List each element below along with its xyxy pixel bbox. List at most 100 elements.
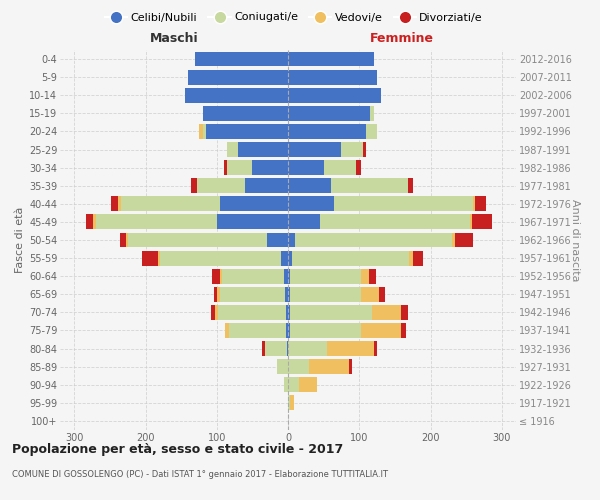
Bar [265, 341, 287, 356]
Y-axis label: Anni di nascita: Anni di nascita [570, 198, 580, 281]
Text: Femmine: Femmine [370, 32, 434, 44]
Bar [245, 178, 288, 193]
Bar [310, 359, 349, 374]
Bar [185, 88, 288, 102]
Bar [288, 341, 327, 356]
Bar [288, 70, 377, 84]
Bar [160, 250, 281, 266]
Bar [188, 70, 288, 84]
Bar [288, 378, 299, 392]
Bar [290, 287, 361, 302]
Bar [334, 196, 473, 211]
Bar [118, 196, 121, 211]
Bar [203, 106, 288, 121]
Bar [227, 142, 238, 157]
Text: Maschi: Maschi [149, 32, 199, 44]
Bar [288, 214, 320, 230]
Bar [290, 269, 361, 283]
Bar [368, 269, 376, 283]
Bar [220, 269, 222, 283]
Bar [191, 178, 197, 193]
Bar [120, 232, 125, 248]
Bar [281, 250, 288, 266]
Text: Popolazione per età, sesso e stato civile - 2017: Popolazione per età, sesso e stato civil… [12, 442, 343, 456]
Bar [224, 160, 227, 175]
Bar [220, 196, 288, 211]
Bar [361, 269, 368, 283]
Bar [284, 378, 288, 392]
Bar [472, 214, 492, 230]
Bar [197, 178, 245, 193]
Bar [299, 378, 317, 392]
Bar [196, 52, 288, 66]
Bar [203, 124, 206, 139]
Bar [214, 287, 217, 302]
Bar [86, 214, 94, 230]
Bar [288, 142, 341, 157]
Bar [331, 178, 408, 193]
Bar [292, 250, 409, 266]
Bar [288, 196, 334, 211]
Bar [361, 287, 379, 302]
Bar [220, 287, 285, 302]
Bar [408, 178, 413, 193]
Bar [320, 214, 470, 230]
Bar [286, 305, 288, 320]
Bar [288, 359, 310, 374]
Bar [290, 305, 372, 320]
Bar [217, 287, 220, 302]
Bar [158, 250, 160, 266]
Bar [288, 52, 373, 66]
Bar [212, 269, 220, 283]
Bar [288, 160, 323, 175]
Bar [94, 214, 95, 230]
Bar [121, 196, 220, 211]
Bar [288, 124, 367, 139]
Bar [373, 341, 377, 356]
Bar [128, 232, 266, 248]
Bar [218, 305, 286, 320]
Y-axis label: Fasce di età: Fasce di età [14, 207, 25, 273]
Bar [288, 287, 290, 302]
Bar [379, 287, 385, 302]
Bar [413, 250, 424, 266]
Bar [142, 250, 158, 266]
Bar [370, 106, 373, 121]
Bar [288, 88, 380, 102]
Bar [222, 269, 284, 283]
Bar [217, 214, 288, 230]
Bar [452, 232, 455, 248]
Bar [473, 196, 475, 211]
Bar [363, 142, 367, 157]
Bar [455, 232, 473, 248]
Bar [227, 160, 253, 175]
Bar [226, 323, 229, 338]
Bar [238, 142, 288, 157]
Bar [356, 160, 361, 175]
Bar [288, 396, 290, 410]
Bar [288, 106, 370, 121]
Bar [290, 323, 361, 338]
Bar [211, 305, 215, 320]
Bar [327, 341, 373, 356]
Legend: Celibi/Nubili, Coniugati/e, Vedovi/e, Divorziati/e: Celibi/Nubili, Coniugati/e, Vedovi/e, Di… [101, 8, 487, 27]
Bar [206, 124, 288, 139]
Bar [372, 305, 401, 320]
Bar [253, 160, 288, 175]
Bar [287, 341, 288, 356]
Bar [288, 305, 290, 320]
Bar [111, 196, 118, 211]
Bar [288, 269, 290, 283]
Bar [288, 178, 331, 193]
Bar [262, 341, 265, 356]
Text: COMUNE DI GOSSOLENGO (PC) - Dati ISTAT 1° gennaio 2017 - Elaborazione TUTTITALIA: COMUNE DI GOSSOLENGO (PC) - Dati ISTAT 1… [12, 470, 388, 479]
Bar [284, 269, 288, 283]
Bar [215, 305, 218, 320]
Bar [295, 232, 452, 248]
Bar [199, 124, 203, 139]
Bar [401, 323, 406, 338]
Bar [286, 323, 288, 338]
Bar [229, 323, 286, 338]
Bar [361, 323, 401, 338]
Bar [290, 396, 294, 410]
